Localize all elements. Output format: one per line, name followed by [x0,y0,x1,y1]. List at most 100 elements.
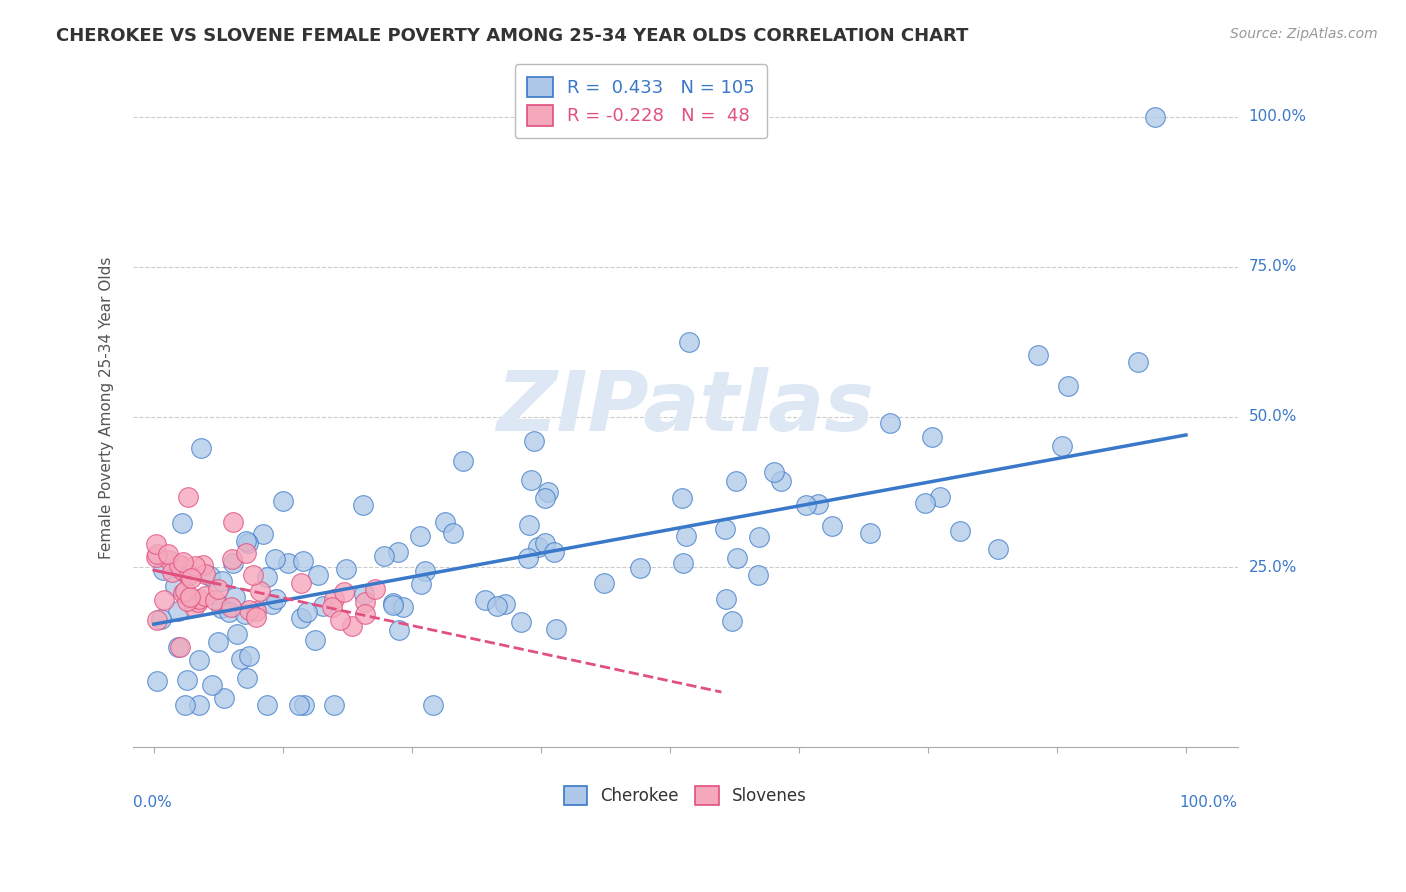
Point [290,611,312,625]
Point [146,613,169,627]
Point [807,497,830,511]
Point [172,586,194,600]
Point [329,614,352,628]
Point [193,567,215,582]
Point [224,590,246,604]
Point [238,648,260,663]
Point [221,551,243,566]
Point [238,602,260,616]
Point [921,430,943,444]
Text: Source: ZipAtlas.com: Source: ZipAtlas.com [1230,27,1378,41]
Point [218,605,240,619]
Point [194,589,217,603]
Point [914,496,936,510]
Point [292,698,315,713]
Point [307,568,329,582]
Point [534,491,557,505]
Point [204,593,226,607]
Point [207,582,229,597]
Point [821,519,844,533]
Text: 100.0%: 100.0% [1249,109,1306,124]
Point [271,493,294,508]
Point [170,558,193,572]
Point [422,698,444,713]
Point [256,570,278,584]
Point [763,466,786,480]
Text: 75.0%: 75.0% [1249,260,1296,274]
Point [157,553,180,567]
Point [187,698,209,713]
Point [714,592,737,607]
Point [1052,439,1074,453]
Point [928,490,950,504]
Point [222,556,245,570]
Point [720,614,742,628]
Point [165,579,187,593]
Point [879,417,901,431]
Text: 50.0%: 50.0% [1249,409,1296,425]
Point [533,536,555,550]
Point [411,576,433,591]
Point [235,607,257,621]
Point [353,595,375,609]
Point [725,474,748,488]
Point [1026,348,1049,362]
Point [858,526,880,541]
Point [520,473,543,487]
Point [173,583,195,598]
Point [242,568,264,582]
Point [340,618,363,632]
Point [222,515,245,529]
Point [517,551,540,566]
Point [235,533,257,548]
Point [226,626,249,640]
Text: 25.0%: 25.0% [1249,559,1296,574]
Point [145,550,167,565]
Point [675,529,697,543]
Point [188,653,211,667]
Point [382,598,405,612]
Point [321,600,343,615]
Point [392,600,415,615]
Point [290,576,312,591]
Point [714,522,737,536]
Point [157,547,180,561]
Point [948,524,970,539]
Point [238,536,260,550]
Point [537,484,560,499]
Point [176,490,198,504]
Point [201,678,224,692]
Point [214,690,236,705]
Point [725,550,748,565]
Y-axis label: Female Poverty Among 25-34 Year Olds: Female Poverty Among 25-34 Year Olds [100,257,114,559]
Point [373,549,395,564]
Point [172,563,194,577]
Point [236,671,259,685]
Point [527,540,550,554]
Point [382,596,405,610]
Point [333,584,356,599]
Point [678,335,700,350]
Point [245,604,267,618]
Point [191,558,214,573]
Point [152,593,174,607]
Point [149,612,172,626]
Point [323,592,346,607]
Point [509,615,531,629]
Point [1128,355,1150,369]
Point [544,622,567,636]
Point [167,558,190,573]
Point [387,545,409,559]
Point [323,698,346,713]
Point [748,530,770,544]
Point [245,610,267,624]
Point [169,640,191,654]
Point [353,607,375,621]
Point [388,623,411,637]
Point [249,584,271,599]
Point [794,499,817,513]
Point [188,591,211,606]
Point [145,537,167,551]
Point [256,698,278,712]
Point [252,526,274,541]
